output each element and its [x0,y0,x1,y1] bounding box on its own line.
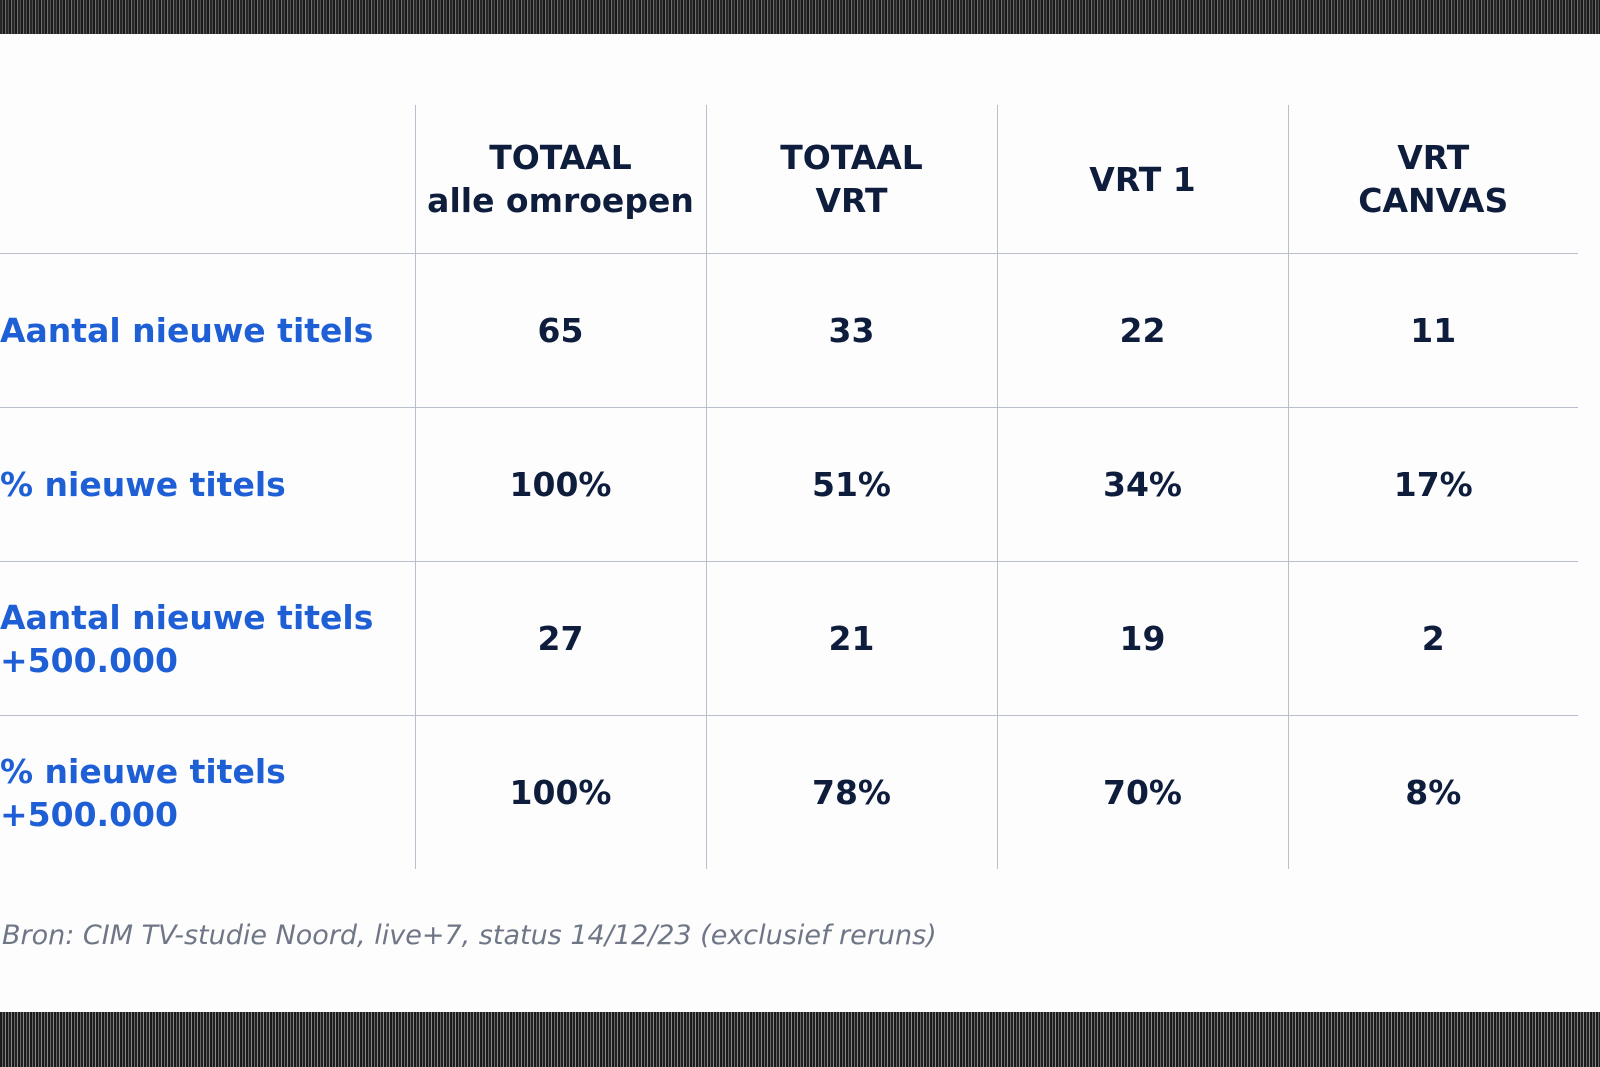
row-label-line: Aantal nieuwe titels [0,311,374,350]
row-label: Aantal nieuwe titels [0,253,415,408]
header-line: TOTAAL [489,138,632,177]
table-cell: 100% [414,715,706,869]
header-row: TOTAAL alle omroepen TOTAAL VRT VRT 1 VR… [0,105,1578,254]
table-cell: 22 [996,253,1288,408]
table-row: % nieuwe titels +500.000 100% 78% 70% 8% [0,715,1578,869]
header-line: VRT [815,181,888,220]
row-label-line: +500.000 [0,640,178,680]
table-cell: 11 [1287,253,1578,408]
table-cell: 33 [705,253,997,408]
table-cell: 65 [414,253,706,408]
table-cell: 51% [705,407,997,562]
header-line: CANVAS [1358,181,1509,220]
table-cell: 19 [996,561,1288,716]
table-cell: 8% [1287,715,1578,869]
table-row: % nieuwe titels 100% 51% 34% 17% [0,407,1578,562]
bottom-border-strip [0,1012,1600,1067]
row-label-line: % nieuwe titels [0,751,286,791]
header-line: VRT 1 [1089,159,1196,199]
header-empty-cell [0,105,415,254]
slide-sheet: TOTAAL alle omroepen TOTAAL VRT VRT 1 VR… [0,34,1600,1012]
table-row: Aantal nieuwe titels 65 33 22 11 [0,253,1578,408]
table-cell: 78% [705,715,997,869]
table-cell: 21 [705,561,997,716]
row-label: % nieuwe titels [0,407,415,562]
header-totaal-vrt: TOTAAL VRT [705,105,997,254]
header-line: alle omroepen [427,181,694,220]
table-cell: 70% [996,715,1288,869]
table-cell: 27 [414,561,706,716]
table-row: Aantal nieuwe titels +500.000 27 21 19 2 [0,561,1578,716]
stats-table: TOTAAL alle omroepen TOTAAL VRT VRT 1 VR… [0,105,1578,869]
source-note: Bron: CIM TV-studie Noord, live+7, statu… [2,920,937,951]
table-cell: 34% [996,407,1288,562]
row-label-line: +500.000 [0,794,178,834]
header-line: VRT [1397,138,1470,177]
row-label: Aantal nieuwe titels +500.000 [0,561,415,716]
table-cell: 100% [414,407,706,562]
table-cell: 17% [1287,407,1578,562]
row-label: % nieuwe titels +500.000 [0,715,415,869]
header-vrt-canvas: VRT CANVAS [1287,105,1578,254]
table-cell: 2 [1287,561,1578,716]
header-line: TOTAAL [780,138,923,177]
row-label-line: Aantal nieuwe titels [0,597,374,637]
header-vrt-1: VRT 1 [996,105,1288,254]
top-border-strip [0,0,1600,34]
header-totaal-alle-omroepen: TOTAAL alle omroepen [414,105,706,254]
row-label-line: % nieuwe titels [0,465,286,504]
